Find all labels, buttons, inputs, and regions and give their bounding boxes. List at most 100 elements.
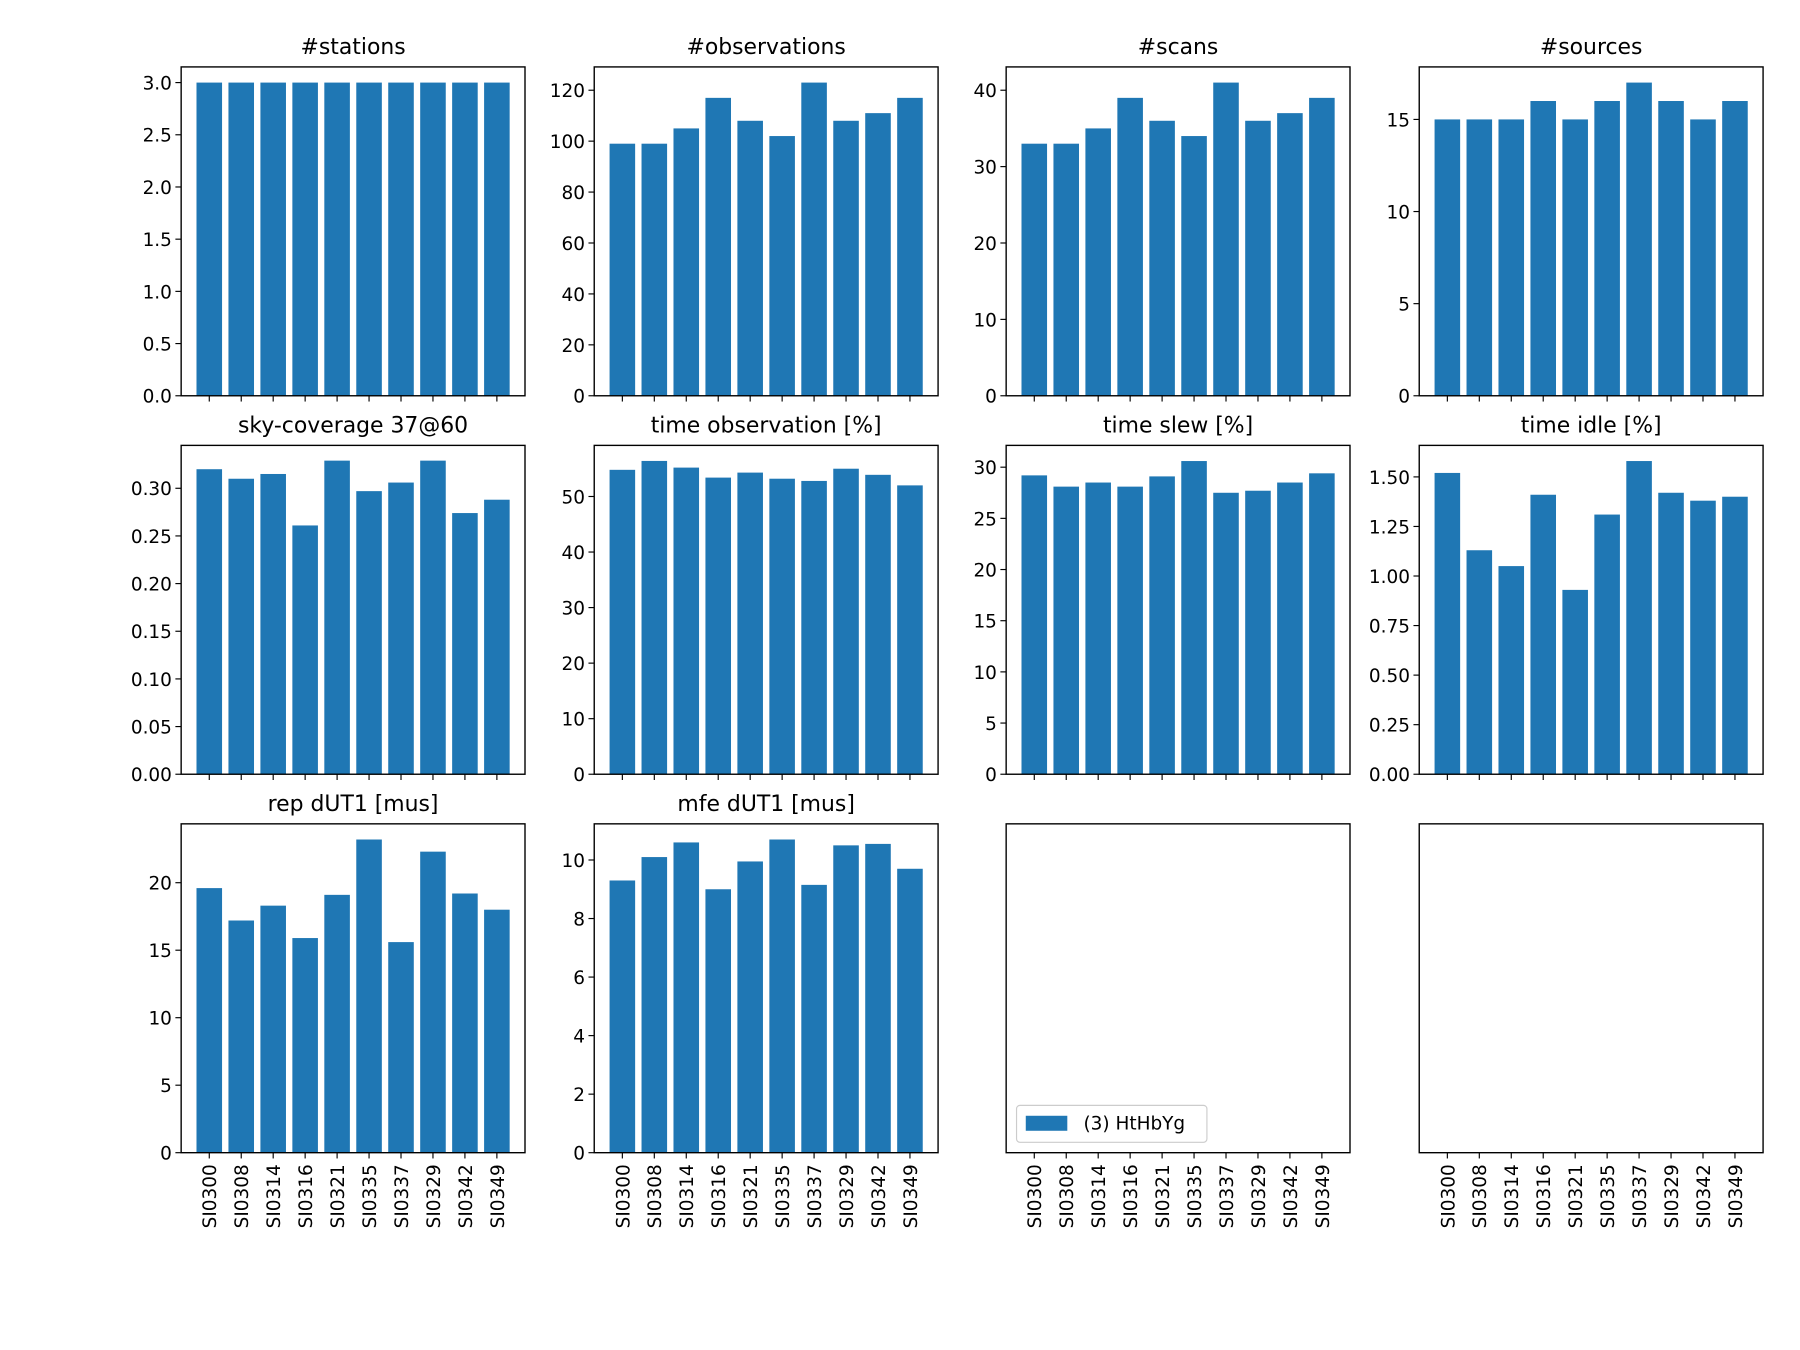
y-tick-label: 15: [148, 941, 171, 962]
subplot: 0 10 20 30 40 #scans: [973, 35, 1351, 408]
x-tick-label: SI0329: [837, 1164, 858, 1228]
bar: [609, 469, 636, 775]
x-tick-label: SI0321: [1566, 1164, 1587, 1228]
x-tick-label: SI0308: [645, 1164, 666, 1228]
y-tick-label: 5: [985, 714, 997, 735]
bar: [228, 920, 255, 1153]
bar: [420, 851, 446, 1153]
bar: [196, 888, 223, 1153]
y-tick-label: 0.30: [131, 479, 172, 500]
y-tick-label: 0.75: [1369, 616, 1410, 637]
y-tick-label: 120: [550, 81, 585, 102]
y-tick-label: 100: [550, 132, 585, 153]
y-tick-label: 20: [148, 874, 171, 895]
bar: [1530, 494, 1557, 775]
bar: [484, 499, 510, 775]
axes-frame: [1418, 444, 1764, 775]
x-tick-label: SI0321: [1153, 1164, 1174, 1228]
x-tick-label: SI0308: [1470, 1164, 1491, 1228]
bar: [1498, 566, 1525, 775]
bar: [1658, 492, 1684, 775]
y-tick-label: 0.00: [1369, 765, 1410, 786]
bar: [420, 82, 446, 396]
bar: [196, 82, 223, 396]
bar: [1466, 119, 1493, 396]
x-tick-label: SI0342: [1281, 1164, 1302, 1228]
bar: [865, 843, 891, 1153]
y-tick-label: 0.5: [143, 334, 172, 355]
y-tick-label: 40: [562, 285, 585, 306]
bar: [769, 136, 795, 396]
subplot-title: #scans: [1138, 35, 1219, 60]
bar: [228, 478, 255, 775]
x-tick-label: SI0314: [677, 1164, 698, 1228]
y-tick-label: 2: [573, 1085, 585, 1106]
y-tick-label: 60: [562, 234, 585, 255]
subplot-title: time slew [%]: [1103, 414, 1253, 439]
bar: [1277, 113, 1303, 396]
bar: [292, 525, 318, 775]
bar: [769, 478, 795, 775]
subplot-title: #observations: [686, 35, 845, 60]
y-tick-label: 0.00: [131, 765, 172, 786]
x-tick-label: SI0300: [1438, 1164, 1459, 1228]
bar: [1117, 486, 1143, 775]
subplot-title: #sources: [1540, 35, 1643, 60]
y-tick-label: 20: [562, 654, 585, 675]
x-tick-label: SI0349: [901, 1164, 922, 1228]
y-tick-label: 2.5: [143, 126, 172, 147]
y-tick-label: 10: [562, 710, 585, 731]
y-tick-label: 15: [1387, 110, 1410, 131]
bar: [897, 485, 923, 775]
y-tick-label: 0.05: [131, 717, 172, 738]
x-tick-label: SI0316: [296, 1164, 317, 1228]
y-tick-label: 4: [573, 1027, 585, 1048]
bar: [1181, 461, 1207, 775]
bar: [1434, 472, 1461, 775]
bar: [641, 857, 668, 1153]
x-tick-label: SI0342: [869, 1164, 890, 1228]
bar: [1530, 101, 1557, 396]
bar: [1245, 120, 1271, 396]
y-tick-label: 1.00: [1369, 567, 1410, 588]
x-tick-label: SI0335: [1185, 1164, 1206, 1228]
x-tick-label: SI0316: [1121, 1164, 1142, 1228]
bar: [705, 97, 732, 396]
bar: [1117, 97, 1143, 396]
x-tick-label: SI0308: [1057, 1164, 1078, 1228]
subplot: 0.0 0.5 1.0 1.5 2.0 2.5 3.0 #stations: [143, 35, 526, 408]
axes-frame: [1418, 823, 1764, 1154]
y-tick-label: 20: [562, 336, 585, 357]
axes-frame: [593, 823, 939, 1154]
axes-frame: [1418, 66, 1764, 397]
bar: [769, 839, 795, 1153]
subplot-title: mfe dUT1 [mus]: [677, 792, 854, 817]
subplot: 0 5 10 15 #sources: [1387, 35, 1764, 408]
x-tick-label: SI0349: [1313, 1164, 1334, 1228]
bar: [833, 468, 859, 775]
bar: [1149, 120, 1175, 396]
subplot: SI0300 SI0308 SI0314 SI0316 SI0321 SI0335 SI03…: [1005, 823, 1351, 1228]
subplot: 0 2 4 6 8 10 SI0300 SI0308 SI0314 SI0316 SI0321 SI0…: [562, 792, 939, 1228]
bar: [801, 884, 827, 1153]
y-tick-label: 80: [562, 183, 585, 204]
bar: [1690, 500, 1716, 775]
bar: [1309, 473, 1335, 775]
subplot: 0 20 40 60 80 100 120 #observations: [550, 35, 939, 408]
x-tick-label: SI0316: [709, 1164, 730, 1228]
bar: [1434, 119, 1461, 396]
x-tick-label: SI0335: [773, 1164, 794, 1228]
x-tick-label: SI0337: [1630, 1164, 1651, 1228]
bar: [1213, 82, 1239, 396]
bar: [356, 839, 382, 1153]
y-tick-label: 40: [562, 543, 585, 564]
y-tick-label: 30: [562, 599, 585, 620]
bar: [260, 82, 286, 396]
bar: [1722, 496, 1748, 775]
bar: [388, 942, 414, 1153]
bar: [324, 82, 350, 396]
bar: [292, 938, 318, 1153]
x-tick-label: SI0321: [741, 1164, 762, 1228]
legend: (3) HtHbYg: [1015, 1104, 1208, 1143]
legend-swatch: [1025, 1115, 1068, 1131]
